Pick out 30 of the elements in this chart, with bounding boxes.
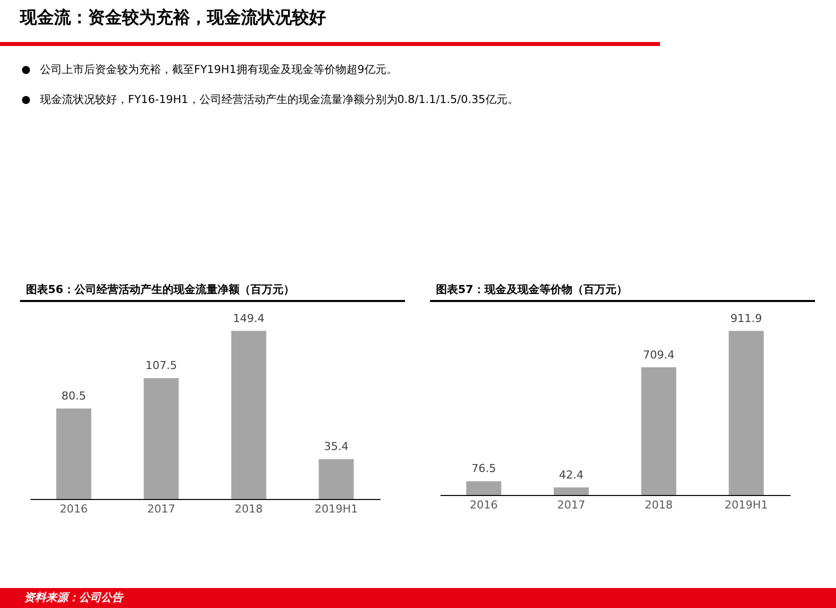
chart-title: 图表57：现金及现金等价物（百万元） [430, 282, 815, 302]
data-label: 107.5 [146, 359, 177, 372]
data-label: 80.5 [62, 389, 86, 402]
x-tick-label: 2018 [234, 502, 263, 516]
bar [318, 459, 354, 499]
bar [728, 330, 764, 495]
data-label: 149.4 [233, 312, 264, 325]
x-tick-label: 2016 [60, 502, 88, 516]
data-label: 42.4 [559, 468, 584, 482]
bar [56, 408, 92, 499]
bar [466, 481, 502, 495]
text: 现金流：资金较为充裕，现金流状况较好 [20, 7, 326, 29]
text: 现金流状况较好，FY16-19H1，公司经营活动产生的现金流量净额分别为0.8/1.1/1.5/0.35亿元。 [40, 92, 518, 107]
bar [554, 487, 589, 495]
x-tick-label: 2018 [644, 498, 673, 512]
bar [231, 330, 266, 499]
data-label: 911.9 [730, 312, 762, 325]
x-tick-label: 2019H1 [314, 502, 358, 516]
data-label: 709.4 [643, 348, 674, 362]
x-tick-label: 2017 [147, 502, 176, 516]
text: 公司上市后资金较为充裕，截至FY19H1拥有现金及现金等价物超9亿元。 [40, 62, 398, 77]
x-tick-label: 2016 [470, 498, 498, 512]
x-tick-label: 2017 [557, 498, 586, 512]
data-label: 35.4 [324, 440, 348, 454]
x-tick-label: 2019H1 [724, 498, 768, 512]
text: 资料来源：公司公告 [0, 588, 836, 608]
bar [641, 367, 676, 495]
chart-title: 图表56：公司经营活动产生的现金流量净额（百万元） [20, 282, 405, 302]
bar [144, 378, 179, 499]
data-label: 76.5 [472, 462, 496, 476]
